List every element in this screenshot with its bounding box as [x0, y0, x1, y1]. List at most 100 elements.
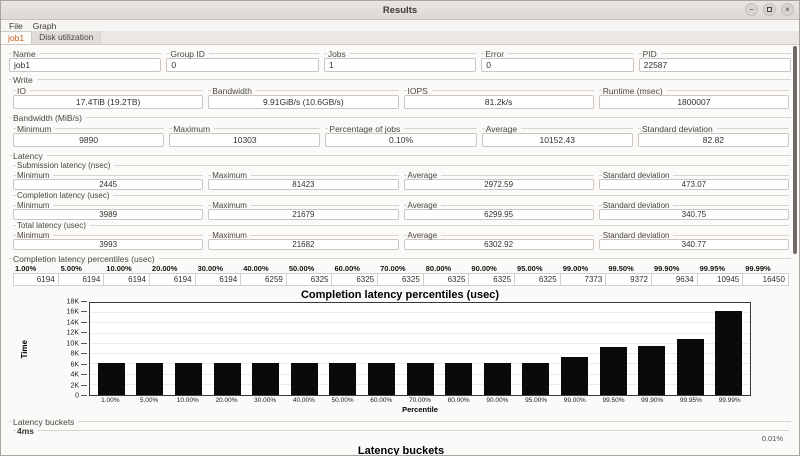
scrollbar-thumb[interactable]	[793, 46, 797, 254]
percentile-header: 95.00%	[517, 264, 543, 273]
x-tick-label: 99.50%	[602, 397, 625, 404]
bar-slot	[439, 303, 478, 395]
entry-iops[interactable]: 81.2k/s	[403, 95, 594, 109]
entry-average[interactable]: 2972.59	[403, 179, 594, 190]
y-tick-mark	[81, 353, 87, 355]
window-close-button[interactable]: ×	[781, 3, 794, 16]
entry-average[interactable]: 10152.43	[481, 133, 633, 147]
latency-group-completion-latency-usec: Completion latency (usec) Minimum 3989 Maxi…	[13, 191, 789, 220]
bandwidth-fields: Minimum 9890 Maximum 10303 Percentage of job…	[9, 124, 791, 148]
entry-standard-deviation[interactable]: 340.77	[598, 239, 789, 250]
entry-average[interactable]: 6299.95	[403, 209, 594, 220]
field-label: Average	[404, 201, 594, 210]
field-minimum: Minimum 2445	[13, 171, 204, 190]
entry-maximum[interactable]: 10303	[169, 133, 321, 147]
entry-standard-deviation[interactable]: 473.07	[598, 179, 789, 190]
percentile-value[interactable]: 9372	[605, 273, 652, 286]
group-fields: Minimum 3989 Maximum 21679 Average 6299.95 Sta…	[13, 201, 789, 220]
field-label-text: Minimum	[17, 123, 52, 134]
entry-maximum[interactable]: 21679	[208, 209, 399, 220]
entry-maximum[interactable]: 21682	[208, 239, 399, 250]
x-tick-label: 40.00%	[292, 397, 315, 404]
percentile-column-95-00: 95.00% 6325	[514, 264, 561, 286]
entry-minimum[interactable]: 2445	[13, 179, 204, 190]
percentile-value[interactable]: 6259	[240, 273, 287, 286]
field-label: Minimum	[13, 171, 203, 180]
percentile-column-90-00: 90.00% 6325	[468, 264, 516, 286]
bandwidth-frame-label: Bandwidth (MiB/s)	[9, 113, 791, 123]
group-label: Completion latency (usec)	[13, 191, 789, 200]
menu-bar: File Graph	[1, 20, 799, 31]
y-tick-label: 0	[75, 392, 79, 400]
percentile-header: 20.00%	[151, 264, 178, 273]
percentile-header: 99.50%	[608, 264, 634, 273]
percentile-value[interactable]: 10945	[696, 273, 744, 286]
bar-20-00	[213, 363, 241, 395]
percentile-value[interactable]: 7373	[559, 273, 607, 286]
percentiles-columns: 1.00% 6194 5.00% 6194 10.00% 6194 20.00% 6194 30…	[9, 264, 791, 287]
field-maximum: Maximum 21679	[208, 201, 399, 220]
vertical-scrollbar[interactable]	[792, 43, 798, 454]
entry-standard-deviation[interactable]: 82.82	[637, 133, 790, 147]
bar-5-00	[136, 363, 164, 395]
entry-io[interactable]: 17.4TiB (19.2TB)	[13, 95, 204, 109]
entry-name[interactable]: job1	[9, 58, 162, 72]
field-label-text: Standard deviation	[641, 123, 713, 134]
menu-item-file[interactable]: File	[9, 20, 23, 31]
group-label-text: Total latency (usec)	[17, 220, 86, 230]
percentile-value[interactable]: 6194	[13, 273, 59, 286]
percentile-value[interactable]: 6194	[194, 273, 242, 286]
x-tick-label: 90.00%	[486, 397, 509, 404]
percentile-value[interactable]: 6325	[468, 273, 516, 286]
percentile-value[interactable]: 6325	[514, 273, 561, 286]
percentile-value[interactable]: 6194	[148, 273, 196, 286]
percentile-column-1-00: 1.00% 6194	[13, 264, 59, 286]
percentile-value[interactable]: 6325	[285, 273, 333, 286]
tab-job1[interactable]: job1	[1, 31, 33, 44]
entry-bandwidth[interactable]: 9.91GiB/s (10.6GB/s)	[208, 95, 399, 109]
x-tick-label: 99.00%	[563, 397, 586, 404]
chart-area: Time 0 2K 4K 6K 8K 10K 12K 14K 16K 18K	[9, 299, 751, 400]
title-bar[interactable]: Results − ×	[1, 1, 799, 20]
entry-maximum[interactable]: 81423	[208, 179, 399, 190]
percentile-column-80-00: 80.00% 6325	[422, 264, 470, 286]
bandwidth-frame: Bandwidth (MiB/s) Minimum 9890 Maximum 1030…	[9, 113, 791, 148]
field-io: IO 17.4TiB (19.2TB)	[13, 86, 204, 109]
entry-average[interactable]: 6302.92	[403, 239, 594, 250]
x-tick-label: 99.95%	[679, 397, 702, 404]
tab-disk-utilization[interactable]: Disk utilization	[32, 31, 102, 44]
y-tick-mark	[81, 301, 87, 302]
percentile-value[interactable]: 6325	[377, 273, 424, 286]
percentiles-frame: Completion latency percentiles (usec) 1.…	[9, 254, 791, 287]
percentile-header: 30.00%	[197, 264, 223, 273]
percentile-value[interactable]: 16450	[742, 273, 789, 286]
entry-minimum[interactable]: 3989	[13, 209, 204, 220]
x-tick-label: 20.00%	[215, 397, 238, 404]
menu-item-graph[interactable]: Graph	[32, 20, 57, 31]
x-tick-label: 99.90%	[641, 397, 664, 404]
entry-standard-deviation[interactable]: 340.75	[598, 209, 789, 220]
percentile-value[interactable]: 6325	[422, 273, 470, 286]
group-label: Submission latency (nsec)	[13, 161, 789, 170]
entry-error[interactable]: 0	[481, 58, 634, 72]
percentile-value[interactable]: 6194	[103, 273, 150, 286]
bar-slot	[710, 303, 749, 395]
entry-group-id[interactable]: 0	[166, 58, 319, 72]
bar-slot	[671, 303, 710, 395]
entry-runtime-msec[interactable]: 1800007	[598, 95, 789, 109]
window-maximize-button[interactable]	[763, 3, 776, 16]
latency-buckets-body: 4ms 0.01% Latency buckets 0.012	[9, 426, 791, 456]
percentile-value[interactable]: 9634	[650, 273, 698, 286]
entry-minimum[interactable]: 9890	[13, 133, 165, 147]
entry-percentage-of-jobs[interactable]: 0.10%	[325, 133, 477, 147]
entry-minimum[interactable]: 3993	[13, 239, 204, 250]
percentile-value[interactable]: 6325	[331, 273, 379, 286]
entry-jobs[interactable]: 1	[323, 58, 477, 72]
entry-pid[interactable]: 22587	[638, 58, 792, 72]
percentile-value[interactable]: 6194	[57, 273, 105, 286]
window-minimize-button[interactable]: −	[745, 3, 758, 16]
field-label: Minimum	[13, 201, 203, 210]
field-label: Maximum	[169, 124, 320, 134]
field-maximum: Maximum 81423	[208, 171, 399, 190]
field-standard-deviation: Standard deviation 340.77	[598, 231, 789, 250]
